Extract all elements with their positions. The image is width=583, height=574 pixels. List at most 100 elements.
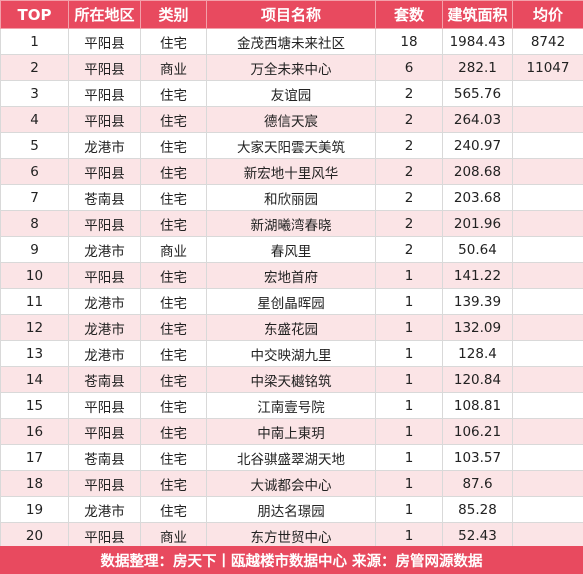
area-cell: 85.28 [442,496,513,523]
area-cell: 52.43 [442,522,513,549]
avg-price-cell [512,288,583,315]
project-name-cell: 北谷骐盛翠湖天地 [206,444,376,471]
header-avg-price: 均价 [512,0,583,29]
area-cell: 264.03 [442,106,513,133]
project-name-cell: 大家天阳雲天美筑 [206,132,376,159]
table-header-row: TOP 所在地区 类别 项目名称 套数 建筑面积 均价 [0,0,583,29]
district-cell: 苍南县 [68,184,141,211]
area-cell: 103.57 [442,444,513,471]
rank-cell: 16 [0,418,69,445]
area-cell: 120.84 [442,366,513,393]
avg-price-cell: 8742 [512,28,583,55]
project-name-cell: 中梁天樾铭筑 [206,366,376,393]
district-cell: 苍南县 [68,366,141,393]
project-name-cell: 和欣丽园 [206,184,376,211]
area-cell: 87.6 [442,470,513,497]
district-cell: 平阳县 [68,80,141,107]
units-cell: 1 [375,444,443,471]
category-cell: 住宅 [140,366,207,393]
district-cell: 平阳县 [68,106,141,133]
area-cell: 1984.43 [442,28,513,55]
rank-cell: 14 [0,366,69,393]
table-row: 19 龙港市 住宅 朋达名璟园 1 85.28 [0,496,583,523]
area-cell: 282.1 [442,54,513,81]
units-cell: 1 [375,496,443,523]
rank-cell: 1 [0,28,69,55]
project-name-cell: 大诚都会中心 [206,470,376,497]
rank-cell: 4 [0,106,69,133]
district-cell: 龙港市 [68,288,141,315]
table-row: 10 平阳县 住宅 宏地首府 1 141.22 [0,262,583,289]
project-name-cell: 东方世贸中心 [206,522,376,549]
category-cell: 住宅 [140,444,207,471]
units-cell: 1 [375,314,443,341]
units-cell: 1 [375,522,443,549]
rank-cell: 11 [0,288,69,315]
units-cell: 1 [375,392,443,419]
table-row: 15 平阳县 住宅 江南壹号院 1 108.81 [0,392,583,419]
avg-price-cell [512,184,583,211]
area-cell: 203.68 [442,184,513,211]
category-cell: 住宅 [140,288,207,315]
category-cell: 住宅 [140,392,207,419]
table-row: 18 平阳县 住宅 大诚都会中心 1 87.6 [0,470,583,497]
district-cell: 平阳县 [68,262,141,289]
category-cell: 住宅 [140,158,207,185]
table-row: 17 苍南县 住宅 北谷骐盛翠湖天地 1 103.57 [0,444,583,471]
district-cell: 龙港市 [68,236,141,263]
units-cell: 2 [375,106,443,133]
category-cell: 住宅 [140,28,207,55]
district-cell: 龙港市 [68,496,141,523]
project-name-cell: 中南上東玥 [206,418,376,445]
project-name-cell: 德信天宸 [206,106,376,133]
table-row: 20 平阳县 商业 东方世贸中心 1 52.43 [0,522,583,549]
area-cell: 141.22 [442,262,513,289]
table-row: 8 平阳县 住宅 新湖曦湾春晓 2 201.96 [0,210,583,237]
rank-cell: 20 [0,522,69,549]
project-name-cell: 友谊园 [206,80,376,107]
district-cell: 龙港市 [68,132,141,159]
category-cell: 住宅 [140,184,207,211]
units-cell: 1 [375,288,443,315]
units-cell: 2 [375,236,443,263]
avg-price-cell [512,158,583,185]
category-cell: 住宅 [140,314,207,341]
avg-price-cell [512,314,583,341]
header-project-name: 项目名称 [206,0,376,29]
district-cell: 平阳县 [68,28,141,55]
avg-price-cell: 11047 [512,54,583,81]
district-cell: 平阳县 [68,210,141,237]
category-cell: 住宅 [140,132,207,159]
rank-cell: 13 [0,340,69,367]
units-cell: 1 [375,262,443,289]
rank-cell: 8 [0,210,69,237]
units-cell: 2 [375,210,443,237]
table-row: 4 平阳县 住宅 德信天宸 2 264.03 [0,106,583,133]
category-cell: 住宅 [140,80,207,107]
project-name-cell: 新宏地十里风华 [206,158,376,185]
avg-price-cell [512,132,583,159]
table-row: 12 龙港市 住宅 东盛花园 1 132.09 [0,314,583,341]
units-cell: 6 [375,54,443,81]
category-cell: 住宅 [140,496,207,523]
avg-price-cell [512,496,583,523]
category-cell: 住宅 [140,210,207,237]
table-row: 3 平阳县 住宅 友谊园 2 565.76 [0,80,583,107]
avg-price-cell [512,470,583,497]
district-cell: 龙港市 [68,314,141,341]
area-cell: 128.4 [442,340,513,367]
district-cell: 平阳县 [68,470,141,497]
category-cell: 住宅 [140,470,207,497]
project-name-cell: 中交映湖九里 [206,340,376,367]
rank-cell: 17 [0,444,69,471]
area-cell: 240.97 [442,132,513,159]
category-cell: 商业 [140,522,207,549]
table-row: 5 龙港市 住宅 大家天阳雲天美筑 2 240.97 [0,132,583,159]
avg-price-cell [512,340,583,367]
district-cell: 平阳县 [68,158,141,185]
table-row: 2 平阳县 商业 万全未来中心 6 282.1 11047 [0,54,583,81]
table-row: 14 苍南县 住宅 中梁天樾铭筑 1 120.84 [0,366,583,393]
area-cell: 201.96 [442,210,513,237]
district-cell: 平阳县 [68,522,141,549]
